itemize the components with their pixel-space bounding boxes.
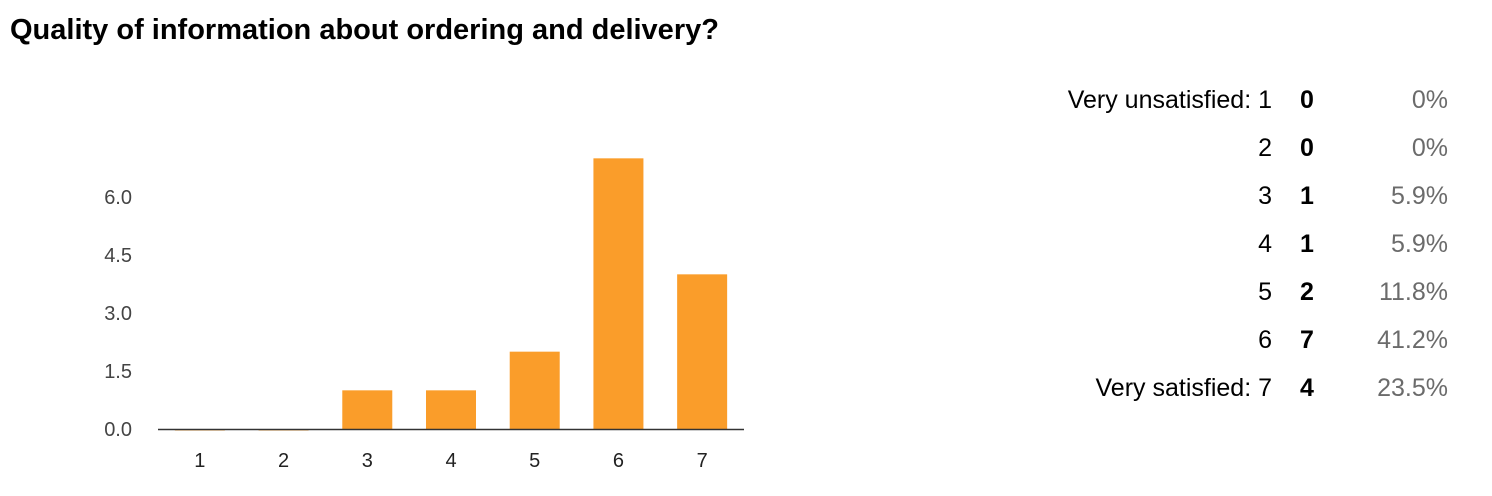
summary-row: 5 2 11.8% (852, 268, 1448, 316)
x-tick-label: 6 (613, 450, 624, 472)
summary-row: 3 1 5.9% (852, 172, 1448, 220)
summary-percent: 5.9% (1391, 181, 1448, 210)
summary-row: 4 1 5.9% (852, 220, 1448, 268)
response-summary-table: Very unsatisfied: 1 0 0% 2 0 0% 3 1 5.9%… (852, 76, 1448, 412)
bar-6 (593, 158, 644, 430)
summary-percent: 5.9% (1391, 229, 1448, 258)
chart-title: Quality of information about ordering an… (10, 14, 719, 46)
bar-4 (426, 390, 476, 429)
summary-percent: 0% (1411, 133, 1448, 162)
summary-label: 4 (1258, 229, 1272, 258)
x-tick-label: 4 (445, 450, 456, 472)
summary-label: 2 (1258, 133, 1272, 162)
summary-count: 1 (1300, 229, 1314, 258)
summary-percent: 11.8% (1378, 277, 1448, 306)
bar-7 (677, 274, 728, 429)
summary-label: Very satisfied: 7 (1095, 373, 1272, 402)
summary-count: 2 (1300, 277, 1314, 306)
summary-label: 3 (1258, 181, 1272, 210)
bar-5 (509, 351, 560, 429)
summary-label: 5 (1258, 277, 1272, 306)
summary-row: 2 0 0% (852, 124, 1448, 172)
x-tick-label: 3 (362, 450, 373, 472)
summary-percent: 0% (1411, 85, 1448, 114)
summary-count: 0 (1300, 85, 1314, 114)
summary-label: 6 (1258, 325, 1272, 354)
summary-row: Very unsatisfied: 1 0 0% (852, 76, 1448, 124)
bar-3 (342, 390, 393, 429)
y-tick-label: 6.0 (104, 187, 132, 209)
y-tick-label: 0.0 (104, 419, 132, 441)
summary-count: 0 (1300, 133, 1314, 162)
summary-count: 1 (1300, 181, 1314, 210)
summary-percent: 41.2% (1377, 325, 1448, 354)
x-tick-label: 7 (697, 450, 708, 472)
y-tick-label: 3.0 (104, 303, 132, 325)
summary-count: 4 (1300, 373, 1314, 402)
y-tick-label: 1.5 (104, 361, 132, 383)
summary-percent: 23.5% (1377, 373, 1448, 402)
summary-count: 7 (1300, 325, 1314, 354)
y-tick-label: 4.5 (104, 245, 132, 267)
x-tick-label: 5 (529, 450, 540, 472)
x-tick-label: 2 (278, 450, 289, 472)
summary-row: Very satisfied: 7 4 23.5% (852, 364, 1448, 412)
summary-row: 6 7 41.2% (852, 316, 1448, 364)
bar-chart: 0.0 1.5 3.0 4.5 6.0 1 2 3 4 5 6 7 (104, 158, 744, 472)
summary-label: Very unsatisfied: 1 (1067, 85, 1272, 114)
x-tick-label: 1 (194, 450, 205, 472)
